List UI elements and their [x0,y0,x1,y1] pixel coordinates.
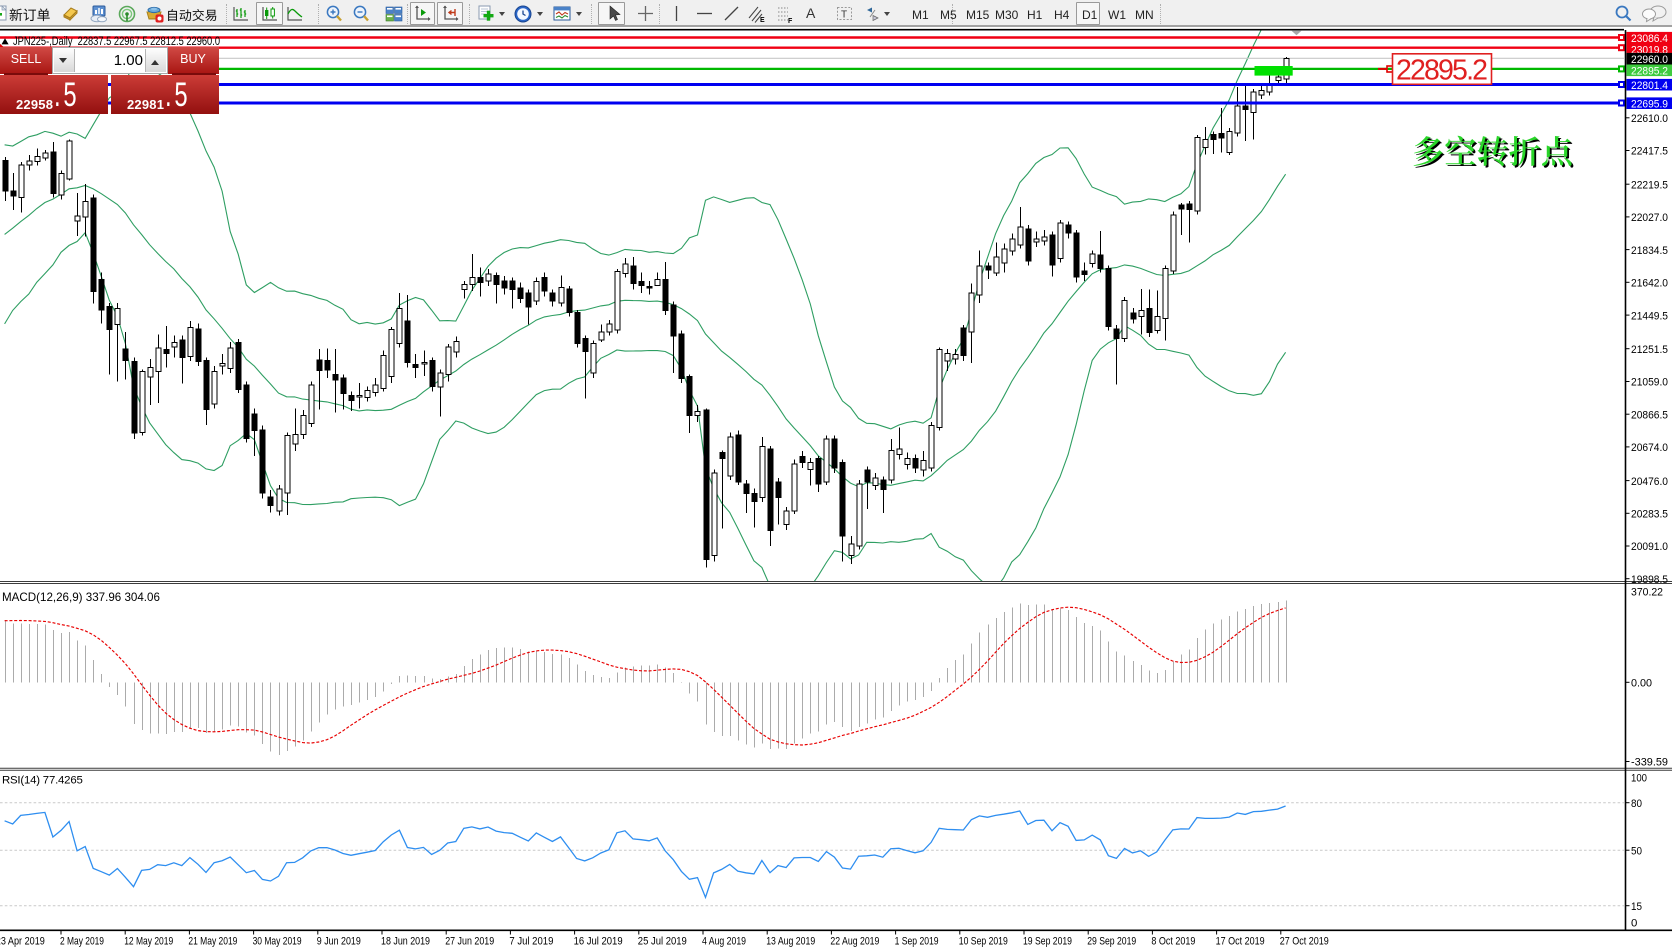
svg-text:0: 0 [1631,918,1637,930]
svg-text:27 Oct 2019: 27 Oct 2019 [1280,935,1329,947]
svg-text:MACD(12,26,9) 337.96 304.06: MACD(12,26,9) 337.96 304.06 [2,591,160,604]
svg-text:22219.5: 22219.5 [1631,179,1668,191]
svg-text:23086.4: 23086.4 [1631,33,1668,45]
svg-text:50: 50 [1631,846,1642,858]
svg-text:T: T [841,10,847,21]
svg-text:9 Jun 2019: 9 Jun 2019 [317,935,361,947]
svg-text:2 May 2019: 2 May 2019 [60,935,104,947]
svg-text:21642.0: 21642.0 [1631,278,1668,290]
svg-text:30 May 2019: 30 May 2019 [253,935,302,947]
svg-text:22895.2: 22895.2 [1631,66,1668,78]
svg-text:21059.0: 21059.0 [1631,377,1668,389]
svg-text:20476.0: 20476.0 [1631,476,1668,488]
svg-text:25 Jul 2019: 25 Jul 2019 [638,935,687,947]
svg-text:20866.5: 20866.5 [1631,409,1668,421]
svg-text:15: 15 [1631,901,1642,913]
svg-text:100: 100 [1631,773,1647,785]
svg-text:1 Sep 2019: 1 Sep 2019 [895,935,939,947]
svg-text:21 May 2019: 21 May 2019 [188,935,237,947]
svg-text:21834.5: 21834.5 [1631,245,1668,257]
svg-text:RSI(14) 77.4265: RSI(14) 77.4265 [2,775,83,787]
svg-text:22 Aug 2019: 22 Aug 2019 [830,935,879,947]
svg-text:22417.5: 22417.5 [1631,146,1668,158]
svg-text:4 Aug 2019: 4 Aug 2019 [702,935,746,947]
svg-text:20674.0: 20674.0 [1631,442,1668,454]
svg-text:21251.5: 21251.5 [1631,344,1668,356]
svg-text:17 Oct 2019: 17 Oct 2019 [1216,935,1265,947]
svg-text:12 May 2019: 12 May 2019 [124,935,173,947]
svg-text:JPN225-,Daily 22837.5 22967.5: JPN225-,Daily 22837.5 22967.5 22812.5 22… [13,34,220,48]
svg-text:19898.5: 19898.5 [1631,574,1668,586]
svg-text:20283.5: 20283.5 [1631,509,1668,521]
svg-text:23 Apr 2019: 23 Apr 2019 [0,935,45,947]
svg-text:7 Jul 2019: 7 Jul 2019 [509,935,553,947]
svg-text:27 Jun 2019: 27 Jun 2019 [445,935,494,947]
svg-text:22801.4: 22801.4 [1631,80,1668,92]
svg-text:18 Jun 2019: 18 Jun 2019 [381,935,430,947]
svg-text:80: 80 [1631,798,1642,810]
svg-text:22027.0: 22027.0 [1631,212,1668,224]
svg-text:F: F [788,18,793,23]
svg-text:370.22: 370.22 [1631,587,1663,599]
svg-text:8 Oct 2019: 8 Oct 2019 [1151,935,1195,947]
svg-text:19 Sep 2019: 19 Sep 2019 [1023,935,1072,947]
svg-text:0.00: 0.00 [1631,678,1652,690]
svg-text:10 Sep 2019: 10 Sep 2019 [959,935,1008,947]
svg-text:E: E [760,17,765,23]
svg-text:22610.0: 22610.0 [1631,113,1668,125]
svg-text:29 Sep 2019: 29 Sep 2019 [1087,935,1136,947]
svg-text:22695.9: 22695.9 [1631,98,1668,110]
svg-text:16 Jul 2019: 16 Jul 2019 [574,935,623,947]
svg-text:20091.0: 20091.0 [1631,541,1668,553]
svg-text:22895.2: 22895.2 [1396,55,1488,87]
svg-text:21449.5: 21449.5 [1631,310,1668,322]
svg-text:-339.59: -339.59 [1631,757,1668,769]
svg-text:22960.0: 22960.0 [1631,54,1668,66]
svg-text:13 Aug 2019: 13 Aug 2019 [766,935,815,947]
